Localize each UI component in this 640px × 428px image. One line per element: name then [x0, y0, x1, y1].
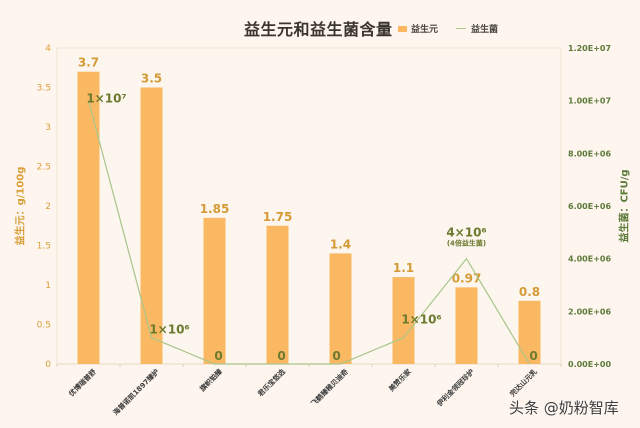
- bar: [266, 225, 289, 364]
- bar: [455, 287, 478, 364]
- bar: [392, 277, 415, 364]
- right-tick-label: 4.00E+06: [568, 255, 611, 264]
- chart-title: 益生元和益生菌含量: [244, 20, 393, 39]
- right-tick-label: 2.00E+06: [568, 307, 611, 316]
- left-tick-label: 2: [45, 202, 51, 212]
- bar: [329, 253, 352, 364]
- line-value-label: 0: [277, 349, 285, 363]
- bar-value-label: 1.1: [393, 261, 414, 275]
- line-value-label: 0: [332, 349, 340, 363]
- legend-label: 益生元: [411, 25, 439, 35]
- x-category-label: 君乐宝悠选: [256, 367, 287, 398]
- line-value-label: 1×10⁶: [401, 313, 441, 327]
- left-tick-label: 1.5: [37, 242, 51, 252]
- x-category-label: 优博瑞普舒: [67, 367, 98, 398]
- line-value-label: 4×10⁶: [446, 226, 486, 240]
- bar-value-label: 1.75: [263, 210, 293, 224]
- left-tick-label: 3.5: [37, 84, 51, 94]
- left-tick-label: 0: [45, 360, 51, 370]
- left-tick-label: 3: [45, 123, 51, 133]
- probiotic-line: [87, 100, 531, 365]
- line-value-label: 1×10⁷: [86, 92, 126, 106]
- bar: [77, 71, 100, 364]
- x-category-label: 美赞乐家: [387, 366, 414, 393]
- right-tick-label: 8.00E+06: [568, 149, 611, 158]
- line-value-label: 0: [529, 349, 537, 363]
- right-tick-label: 0.00E+00: [568, 360, 611, 369]
- annotation-label: (4倍益生菌): [447, 239, 486, 248]
- bar-value-label: 3.7: [78, 56, 99, 70]
- bar-value-label: 1.4: [330, 237, 351, 251]
- x-category-label: 伊利金领冠珍护: [434, 367, 476, 409]
- bar-value-label: 3.5: [141, 72, 162, 86]
- legend-bar-swatch: [398, 25, 407, 32]
- plot-area: [56, 47, 562, 365]
- right-tick-label: 1.20E+07: [568, 44, 611, 53]
- x-category-label: 完达山元乳: [508, 367, 539, 398]
- line-value-label: 1×10⁶: [149, 323, 189, 337]
- legend-item-prebiotic: 益生元: [398, 22, 438, 35]
- legend-item-probiotic: 益生菌: [456, 22, 498, 35]
- line-value-label: 0: [214, 349, 222, 363]
- left-tick-label: 2.5: [37, 163, 51, 173]
- bar: [203, 217, 226, 364]
- x-category-label: 海普诺凯1897臻护: [111, 367, 161, 417]
- left-tick-label: 4: [45, 44, 51, 54]
- x-category-label: 飞鹤臻稚贝迪奇: [309, 367, 350, 408]
- bar-value-label: 0.97: [452, 271, 482, 285]
- bar-value-label: 0.8: [519, 285, 540, 299]
- right-tick-label: 6.00E+06: [568, 202, 611, 211]
- bar: [140, 87, 163, 364]
- right-tick-label: 1.00E+07: [568, 97, 611, 106]
- left-tick-label: 1: [45, 281, 51, 291]
- bar: [518, 300, 541, 364]
- watermark: 头条 @奶粉智库: [509, 399, 619, 417]
- x-category-label: 旗帜铂臻: [198, 366, 225, 393]
- left-tick-label: 0.5: [37, 321, 51, 331]
- bar-value-label: 1.85: [200, 202, 230, 216]
- legend-label: 益生菌: [471, 25, 499, 35]
- legend-line-swatch: [456, 28, 466, 29]
